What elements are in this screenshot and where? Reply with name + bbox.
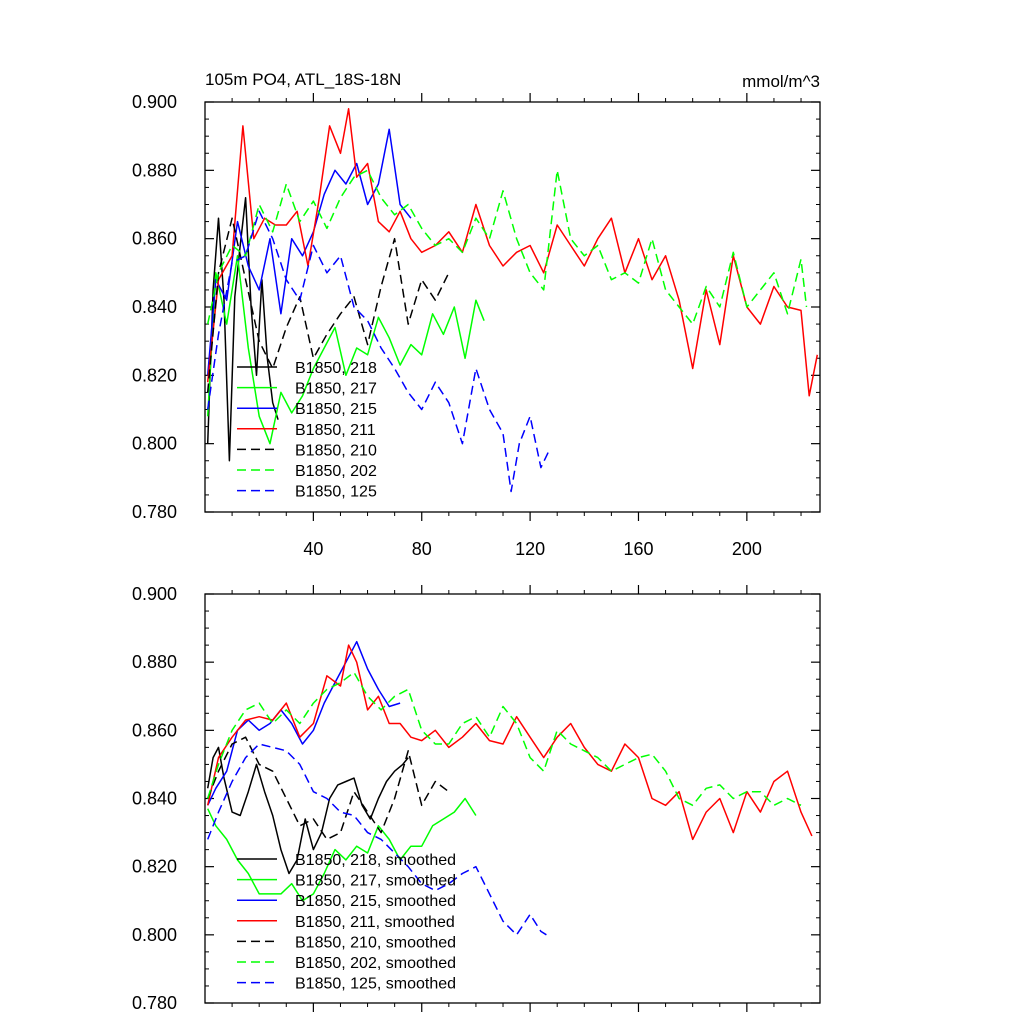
x-tick-label: 160 bbox=[623, 539, 653, 559]
legend-label-4: B1850, 210, smoothed bbox=[295, 934, 456, 951]
series-line-5 bbox=[206, 671, 802, 807]
legend-label-2: B1850, 215 bbox=[295, 401, 377, 418]
y-tick-label: 0.800 bbox=[132, 925, 177, 945]
series-line-6 bbox=[206, 210, 550, 493]
series-line-5 bbox=[206, 169, 808, 325]
series-line-4 bbox=[207, 736, 450, 841]
x-tick-label: 120 bbox=[515, 539, 545, 559]
x-tick-label: 40 bbox=[303, 539, 323, 559]
legend-label-0: B1850, 218, smoothed bbox=[295, 852, 456, 869]
y-tick-label: 0.780 bbox=[132, 502, 177, 522]
legend-label-6: B1850, 125, smoothed bbox=[295, 976, 456, 993]
bottom-panel: 0.780 0.800 0.820 0.840 0.860 0.880 0.900 B1850… bbox=[132, 584, 821, 1013]
legend-label-5: B1850, 202, smoothed bbox=[295, 955, 456, 972]
series-line-2 bbox=[207, 640, 401, 806]
x-tick-label: 200 bbox=[732, 539, 762, 559]
top-panel: 0.780 0.800 0.820 0.840 0.860 0.880 0.900 40 80 1… bbox=[132, 70, 821, 559]
y-tick-label: 0.820 bbox=[132, 365, 177, 385]
series-line-1 bbox=[206, 255, 485, 445]
series-line-6 bbox=[207, 743, 547, 936]
units-label: mmol/m^3 bbox=[742, 72, 820, 91]
legend-label-3: B1850, 211 bbox=[295, 422, 376, 439]
series-group bbox=[206, 640, 813, 936]
series-line-3 bbox=[206, 644, 813, 841]
y-tick-label: 0.900 bbox=[132, 584, 177, 604]
y-tick-label: 0.780 bbox=[132, 993, 177, 1013]
legend-label-1: B1850, 217 bbox=[295, 381, 377, 398]
y-tick-label: 0.900 bbox=[132, 92, 177, 112]
series-group bbox=[206, 108, 819, 493]
legend-label-0: B1850, 218 bbox=[295, 360, 377, 377]
y-tick-label: 0.860 bbox=[132, 720, 177, 740]
x-tick-label: 80 bbox=[412, 539, 432, 559]
legend-label-2: B1850, 215, smoothed bbox=[295, 893, 456, 910]
y-tick-label: 0.880 bbox=[132, 160, 177, 180]
y-tick-label: 0.840 bbox=[132, 297, 177, 317]
legend-label-6: B1850, 125 bbox=[295, 484, 377, 501]
y-tick-label: 0.820 bbox=[132, 857, 177, 877]
legend-label-3: B1850, 211, smoothed bbox=[295, 914, 455, 931]
y-tick-label: 0.880 bbox=[132, 652, 177, 672]
series-line-3 bbox=[206, 108, 819, 397]
y-tick-label: 0.800 bbox=[132, 434, 177, 454]
legend-label-1: B1850, 217, smoothed bbox=[295, 873, 456, 890]
series-line-0 bbox=[206, 196, 279, 462]
series-line-4 bbox=[206, 217, 450, 393]
chart-title: 105m PO4, ATL_18S-18N bbox=[205, 70, 401, 89]
series-line-0 bbox=[206, 746, 409, 875]
y-tick-label: 0.840 bbox=[132, 789, 177, 809]
legend-label-5: B1850, 202 bbox=[295, 463, 377, 480]
legend-label-4: B1850, 210 bbox=[295, 442, 377, 459]
y-tick-label: 0.860 bbox=[132, 229, 177, 249]
series-line-1 bbox=[207, 797, 477, 902]
